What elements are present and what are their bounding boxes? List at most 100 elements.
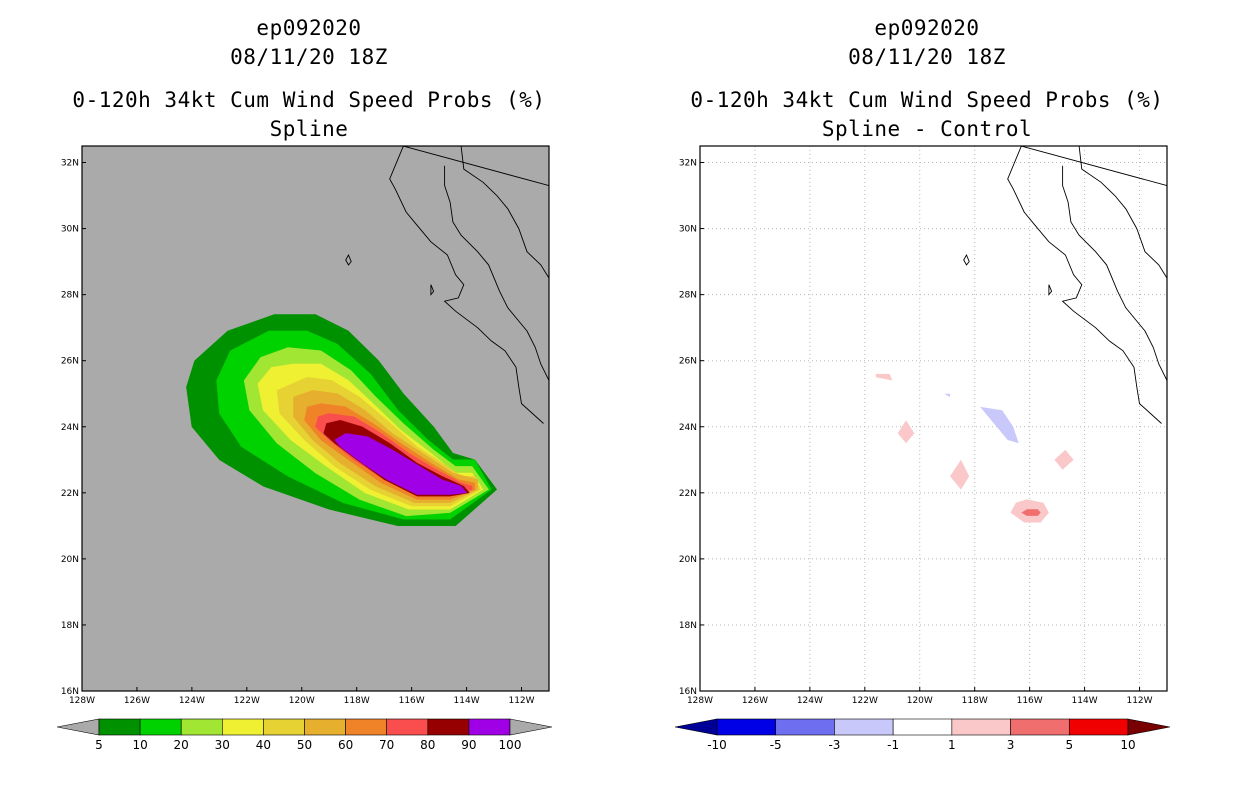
left-method-label: Spline — [269, 117, 349, 141]
y-tick-label: 18N — [61, 621, 79, 631]
coastline — [444, 165, 549, 381]
x-tick-label: 124W — [797, 696, 823, 706]
right-colorbar: -10 -5 -3 -1 1 3 5 10 — [674, 718, 1171, 752]
x-tick-label: 112W — [1126, 696, 1152, 706]
colorbar-swatch — [1010, 718, 1070, 736]
x-tick-label: 114W — [1072, 696, 1098, 706]
left-storm-id: ep092020 — [256, 16, 362, 40]
x-tick-label: 124W — [179, 696, 205, 706]
y-tick-label: 20N — [679, 555, 697, 565]
y-tick-label: 22N — [679, 489, 697, 499]
y-tick-label: 30N — [61, 225, 79, 235]
y-tick-label: 16N — [61, 687, 79, 697]
x-tick-label: 114W — [454, 696, 480, 706]
y-tick-label: 26N — [61, 357, 79, 367]
coastline — [1019, 146, 1167, 187]
island — [345, 253, 352, 266]
island — [1048, 284, 1053, 296]
colorbar-label: 80 — [420, 738, 435, 752]
y-tick-label: 26N — [679, 357, 697, 367]
y-tick-label: 22N — [61, 489, 79, 499]
x-tick-label: 128W — [687, 696, 713, 706]
coastline — [401, 146, 549, 187]
colorbar-label: 60 — [338, 738, 353, 752]
map-frame — [81, 145, 550, 692]
x-tick-label: 116W — [1017, 696, 1043, 706]
colorbar-label: 20 — [174, 738, 189, 752]
colorbar-swatch — [427, 718, 470, 736]
x-tick-label: 118W — [962, 696, 988, 706]
y-tick-label: 28N — [679, 291, 697, 301]
y-tick-label: 24N — [61, 423, 79, 433]
colorbar-label: 1 — [948, 738, 956, 752]
island — [963, 253, 970, 266]
colorbar-swatch — [98, 718, 141, 736]
coastline — [1078, 146, 1167, 279]
x-tick-label: 126W — [124, 696, 150, 706]
colorbar-label: 3 — [1007, 738, 1015, 752]
map-plot-area — [700, 146, 1167, 691]
colorbar-under-triangle — [674, 718, 718, 736]
colorbar-under-triangle — [56, 718, 100, 736]
colorbar-swatch — [139, 718, 182, 736]
colorbar-label: 10 — [132, 738, 147, 752]
colorbar-label: 5 — [1065, 738, 1073, 752]
colorbar-over-triangle — [1127, 718, 1171, 736]
right-storm-id: ep092020 — [874, 16, 980, 40]
colorbar-swatch — [716, 718, 777, 736]
colorbar-label: -5 — [770, 738, 782, 752]
colorbar-swatch — [951, 718, 1011, 736]
map-frame — [699, 145, 1168, 692]
coastline — [460, 146, 549, 279]
difference-feature-1 — [1054, 449, 1074, 470]
island — [430, 284, 435, 296]
left-title-block: ep092020 08/11/20 18Z 0-120h 34kt Cum Wi… — [29, 14, 589, 144]
colorbar-over-triangle — [509, 718, 553, 736]
y-tick-label: 20N — [61, 555, 79, 565]
x-tick-label: 118W — [344, 696, 370, 706]
colorbar-swatch — [386, 718, 429, 736]
colorbar-label: 30 — [215, 738, 230, 752]
difference-feature--1 — [980, 406, 1019, 444]
y-tick-label: 16N — [679, 687, 697, 697]
y-tick-label: 24N — [679, 423, 697, 433]
map-plot-area — [186, 146, 572, 527]
right-product-title: 0-120h 34kt Cum Wind Speed Probs (%) — [690, 88, 1164, 112]
difference-feature--1 — [944, 393, 950, 397]
colorbar-swatch — [180, 718, 223, 736]
colorbar-swatch — [834, 718, 894, 736]
island — [566, 407, 572, 417]
y-tick-label: 18N — [679, 621, 697, 631]
colorbar-label: 5 — [95, 738, 103, 752]
left-product-title: 0-120h 34kt Cum Wind Speed Probs (%) — [72, 88, 546, 112]
colorbar-label: 10 — [1120, 738, 1135, 752]
x-tick-label: 120W — [289, 696, 315, 706]
x-tick-label: 126W — [742, 696, 768, 706]
right-method-label: Spline - Control — [821, 117, 1033, 141]
right-datetime: 08/11/20 18Z — [848, 45, 1006, 69]
x-tick-label: 112W — [508, 696, 534, 706]
map-background — [700, 146, 1167, 691]
left-colorbar: 5 10 20 30 40 50 60 70 80 90 100 — [56, 718, 553, 752]
difference-feature-3 — [1021, 509, 1041, 516]
colorbar-label: -1 — [887, 738, 899, 752]
y-tick-label: 32N — [61, 159, 79, 169]
colorbar-swatch — [892, 718, 953, 736]
right-map-panel: 128W 126W 124W 122W 120W 118W 116W 114W 112W 16N 1… — [679, 145, 1168, 706]
x-tick-label: 116W — [399, 696, 425, 706]
x-tick-label: 120W — [907, 696, 933, 706]
coastline — [389, 146, 544, 424]
left-datetime: 08/11/20 18Z — [230, 45, 388, 69]
y-tick-label: 32N — [679, 159, 697, 169]
probability-contour-90 — [334, 433, 468, 495]
x-tick-label: 122W — [234, 696, 260, 706]
right-title-block: ep092020 08/11/20 18Z 0-120h 34kt Cum Wi… — [647, 14, 1207, 144]
y-tick-label: 28N — [61, 291, 79, 301]
difference-feature-1 — [950, 459, 970, 490]
colorbar-swatch — [345, 718, 388, 736]
colorbar-swatch — [1068, 718, 1129, 736]
colorbar-label: 40 — [256, 738, 271, 752]
colorbar-label: 50 — [297, 738, 312, 752]
colorbar-swatch — [222, 718, 264, 736]
